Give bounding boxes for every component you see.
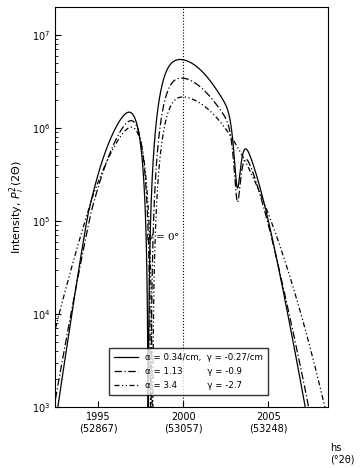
Y-axis label: Intensity, $P_i^2(2\Theta)$: Intensity, $P_i^2(2\Theta)$ bbox=[7, 160, 26, 254]
Text: $\psi$ = 0°: $\psi$ = 0° bbox=[145, 231, 180, 244]
Text: hs
(°2θ): hs (°2θ) bbox=[331, 443, 355, 465]
Legend: α = 0.34/cm,  γ = -0.27/cm, α = 1.13         γ = -0.9, α = 3.4           γ = -2.: α = 0.34/cm, γ = -0.27/cm, α = 1.13 γ = … bbox=[109, 348, 268, 395]
